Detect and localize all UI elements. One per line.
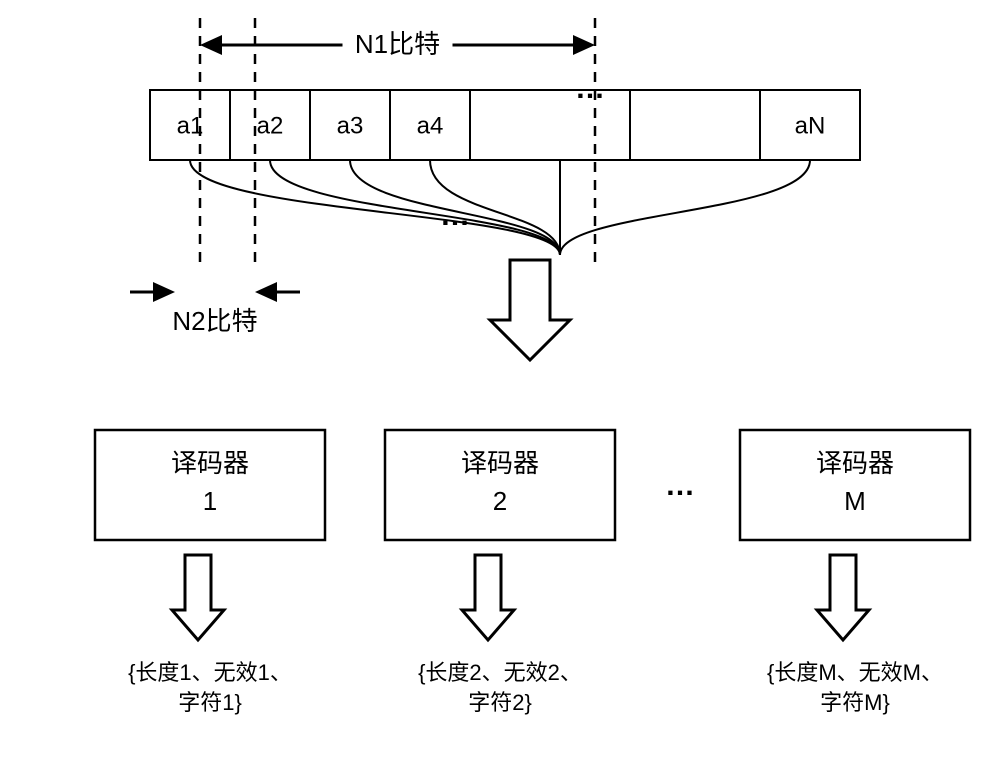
array-cell-label: a4	[417, 112, 444, 139]
n1-arrow-right	[573, 35, 595, 55]
n2-arrow-left	[255, 282, 277, 302]
down-arrow	[462, 555, 514, 640]
curve-connector	[270, 160, 560, 255]
n1-label: N1比特	[355, 29, 440, 59]
array-cell	[470, 90, 630, 160]
array-cell-label: aN	[795, 112, 826, 139]
decoder-label: 译码器	[816, 448, 894, 478]
down-arrow	[817, 555, 869, 640]
decoder-box	[385, 430, 615, 540]
decoder-ellipsis: …	[665, 469, 695, 502]
down-arrow	[490, 260, 570, 360]
decoder-label: 译码器	[461, 448, 539, 478]
n2-label: N2比特	[172, 306, 257, 336]
down-arrow	[172, 555, 224, 640]
output-line1: {长度M、无效M、	[767, 660, 943, 685]
curve-ellipsis: …	[440, 199, 470, 232]
array-ellipsis: …	[575, 72, 605, 105]
n1-arrow-left	[200, 35, 222, 55]
decoder-number: 1	[203, 486, 217, 516]
output-line2: 字符M}	[820, 690, 890, 715]
decoder-label: 译码器	[171, 448, 249, 478]
array-cell-label: a3	[337, 112, 364, 139]
decoder-box	[95, 430, 325, 540]
output-line1: {长度2、无效2、	[418, 660, 582, 685]
curve-connector	[560, 160, 810, 255]
output-line1: {长度1、无效1、	[128, 660, 292, 685]
n2-arrow-right	[153, 282, 175, 302]
decoder-number: M	[844, 486, 866, 516]
curve-connector	[190, 160, 560, 255]
decoder-box	[740, 430, 970, 540]
decoder-number: 2	[493, 486, 507, 516]
array-cell	[630, 90, 760, 160]
output-line2: 字符2}	[468, 690, 532, 715]
array-cell-label: a2	[257, 112, 284, 139]
output-line2: 字符1}	[178, 690, 242, 715]
